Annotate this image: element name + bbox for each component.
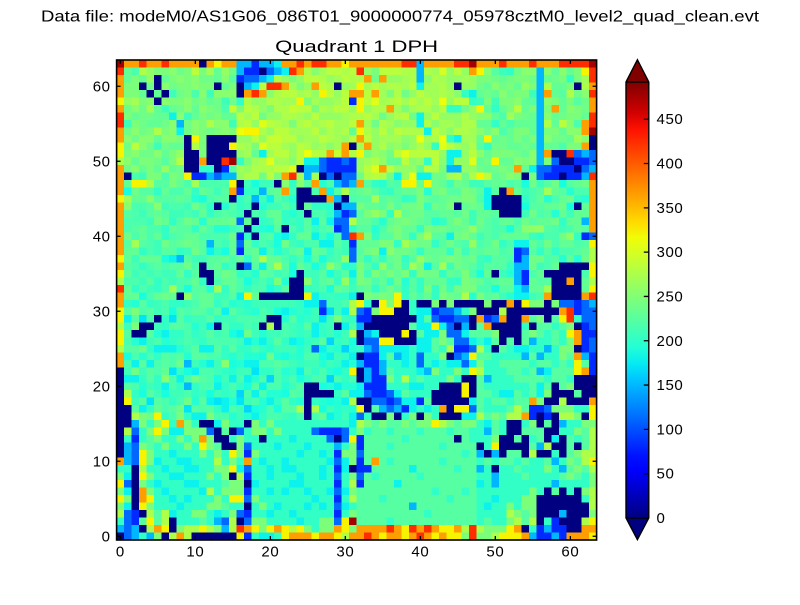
- svg-text:50: 50: [486, 544, 504, 561]
- svg-text:400: 400: [657, 156, 684, 173]
- svg-text:20: 20: [93, 378, 111, 395]
- svg-text:0: 0: [116, 544, 125, 561]
- svg-text:10: 10: [186, 544, 204, 561]
- svg-text:30: 30: [93, 303, 111, 320]
- svg-text:450: 450: [657, 111, 684, 128]
- svg-text:50: 50: [93, 153, 111, 170]
- svg-text:150: 150: [657, 377, 684, 394]
- svg-text:20: 20: [261, 544, 279, 561]
- svg-text:40: 40: [93, 228, 111, 245]
- svg-text:30: 30: [336, 544, 354, 561]
- svg-text:Data file: modeM0/AS1G06_086T0: Data file: modeM0/AS1G06_086T01_90000007…: [41, 9, 760, 26]
- svg-text:250: 250: [657, 288, 684, 305]
- svg-text:50: 50: [657, 466, 675, 483]
- svg-text:60: 60: [561, 544, 579, 561]
- svg-text:300: 300: [657, 244, 684, 261]
- svg-text:200: 200: [657, 333, 684, 350]
- svg-text:40: 40: [411, 544, 429, 561]
- svg-text:100: 100: [657, 421, 684, 438]
- svg-text:60: 60: [93, 78, 111, 95]
- svg-text:350: 350: [657, 200, 684, 217]
- svg-text:0: 0: [657, 510, 666, 527]
- svg-text:0: 0: [102, 528, 111, 545]
- svg-text:Quadrant 1 DPH: Quadrant 1 DPH: [275, 37, 438, 56]
- svg-text:10: 10: [93, 453, 111, 470]
